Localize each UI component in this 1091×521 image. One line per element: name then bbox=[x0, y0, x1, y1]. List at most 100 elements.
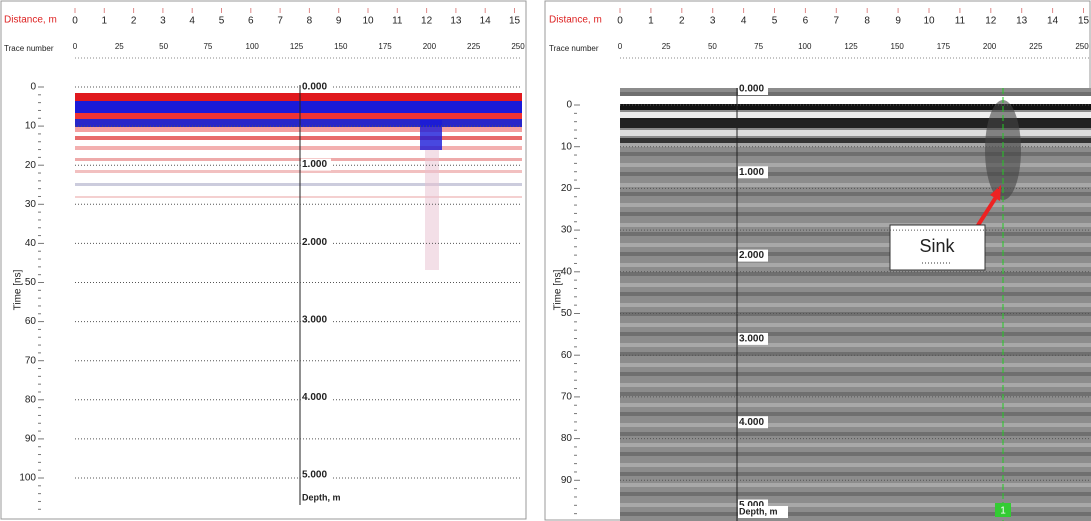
time-tick: 20 bbox=[25, 160, 37, 171]
marker-badge bbox=[995, 503, 1011, 517]
depth-tick-bg bbox=[301, 81, 331, 93]
time-tick: 50 bbox=[561, 308, 573, 319]
depth-label: Depth, m bbox=[739, 506, 778, 516]
distance-tick: 13 bbox=[1016, 16, 1028, 27]
distance-tick: 9 bbox=[895, 16, 901, 27]
distance-tick: 2 bbox=[131, 16, 137, 27]
distance-tick: 15 bbox=[1078, 16, 1090, 27]
trace-tick: 0 bbox=[73, 42, 78, 51]
time-tick: 80 bbox=[561, 433, 573, 444]
arrow bbox=[973, 192, 1000, 232]
distance-tick: 8 bbox=[307, 16, 313, 27]
trace-tick: 225 bbox=[1029, 42, 1043, 51]
depth-tick: 0.000 bbox=[302, 82, 327, 93]
trace-tick: 125 bbox=[844, 42, 858, 51]
distance-tick: 0 bbox=[72, 16, 78, 27]
distance-tick: 7 bbox=[834, 16, 840, 27]
distance-tick: 3 bbox=[710, 16, 716, 27]
distance-tick: 15 bbox=[509, 16, 521, 27]
depth-tick-bg bbox=[738, 416, 768, 429]
depth-tick: 3.000 bbox=[302, 314, 327, 325]
time-tick: 40 bbox=[25, 238, 37, 249]
trace-tick: 150 bbox=[891, 42, 905, 51]
time-tick: 0 bbox=[30, 82, 36, 93]
annotation: Sink bbox=[919, 236, 955, 256]
trace-tick: 150 bbox=[334, 42, 348, 51]
distance-tick: 14 bbox=[1047, 16, 1059, 27]
distance-tick: 1 bbox=[102, 16, 108, 27]
trace-tick: 0 bbox=[618, 42, 623, 51]
distance-tick: 0 bbox=[617, 16, 623, 27]
depth-tick: 2.000 bbox=[739, 250, 764, 261]
trace-label: Trace number bbox=[549, 44, 599, 53]
trace-label: Trace number bbox=[4, 44, 54, 53]
depth-tick: 1.000 bbox=[302, 159, 327, 170]
time-tick: 40 bbox=[561, 266, 573, 277]
trace-tick: 25 bbox=[115, 42, 124, 51]
trace-tick: 50 bbox=[708, 42, 717, 51]
depth-tick: 2.000 bbox=[302, 237, 327, 248]
time-tick: 60 bbox=[25, 316, 37, 327]
time-tick: 60 bbox=[561, 350, 573, 361]
distance-tick: 2 bbox=[679, 16, 685, 27]
time-tick: 90 bbox=[561, 475, 573, 486]
distance-tick: 8 bbox=[864, 16, 870, 27]
distance-tick: 4 bbox=[741, 16, 747, 27]
left-bands bbox=[75, 93, 522, 270]
trace-tick: 100 bbox=[798, 42, 812, 51]
time-tick: 0 bbox=[566, 100, 572, 111]
distance-tick: 4 bbox=[189, 16, 195, 27]
time-tick: 80 bbox=[25, 394, 37, 405]
depth-tick-bg bbox=[738, 332, 768, 345]
trace-tick: 200 bbox=[423, 42, 437, 51]
depth-tick-bg bbox=[738, 83, 768, 95]
trace-tick: 25 bbox=[662, 42, 671, 51]
distance-tick: 14 bbox=[480, 16, 492, 27]
trace-tick: 175 bbox=[937, 42, 951, 51]
time-tick: 30 bbox=[561, 225, 573, 236]
left-radargram bbox=[75, 85, 522, 500]
distance-tick: 12 bbox=[421, 16, 433, 27]
depth-tick-bg bbox=[301, 236, 331, 249]
trace-tick: 250 bbox=[511, 42, 525, 51]
distance-tick: 5 bbox=[772, 16, 778, 27]
depth-tick-bg bbox=[301, 158, 331, 171]
distance-tick: 12 bbox=[985, 16, 997, 27]
depth-tick: 4.000 bbox=[302, 392, 327, 403]
time-tick: 70 bbox=[561, 392, 573, 403]
depth-tick: 3.000 bbox=[739, 334, 764, 345]
distance-label: Distance, m bbox=[549, 15, 602, 26]
depth-tick-bg bbox=[301, 313, 331, 326]
depth-label-bg bbox=[301, 492, 351, 504]
time-tick: 100 bbox=[19, 473, 36, 484]
depth-tick-bg bbox=[301, 391, 331, 404]
depth-tick-bg bbox=[738, 249, 768, 262]
trace-tick: 100 bbox=[246, 42, 260, 51]
distance-tick: 6 bbox=[248, 16, 254, 27]
distance-tick: 1 bbox=[648, 16, 654, 27]
time-label: Time [ns] bbox=[553, 269, 564, 310]
trace-tick: 75 bbox=[203, 42, 212, 51]
depth-tick: 5.000 bbox=[302, 470, 327, 481]
distance-tick: 13 bbox=[450, 16, 462, 27]
time-tick: 50 bbox=[25, 277, 37, 288]
distance-tick: 9 bbox=[336, 16, 342, 27]
distance-tick: 11 bbox=[392, 16, 403, 27]
depth-label-bg bbox=[738, 506, 788, 518]
time-tick: 10 bbox=[25, 121, 37, 132]
trace-tick: 250 bbox=[1075, 42, 1089, 51]
distance-tick: 10 bbox=[923, 16, 935, 27]
depth-tick-bg bbox=[738, 166, 768, 179]
arrow-head bbox=[990, 185, 1001, 201]
depth-tick: 0.000 bbox=[739, 84, 764, 95]
distance-tick: 7 bbox=[277, 16, 283, 27]
trace-tick: 75 bbox=[754, 42, 763, 51]
depth-tick-bg bbox=[301, 469, 331, 481]
distance-tick: 11 bbox=[955, 16, 966, 27]
time-label: Time [ns] bbox=[13, 269, 24, 310]
time-tick: 70 bbox=[25, 355, 37, 366]
trace-tick: 225 bbox=[467, 42, 481, 51]
depth-label: Depth, m bbox=[302, 492, 341, 502]
trace-tick: 175 bbox=[378, 42, 392, 51]
